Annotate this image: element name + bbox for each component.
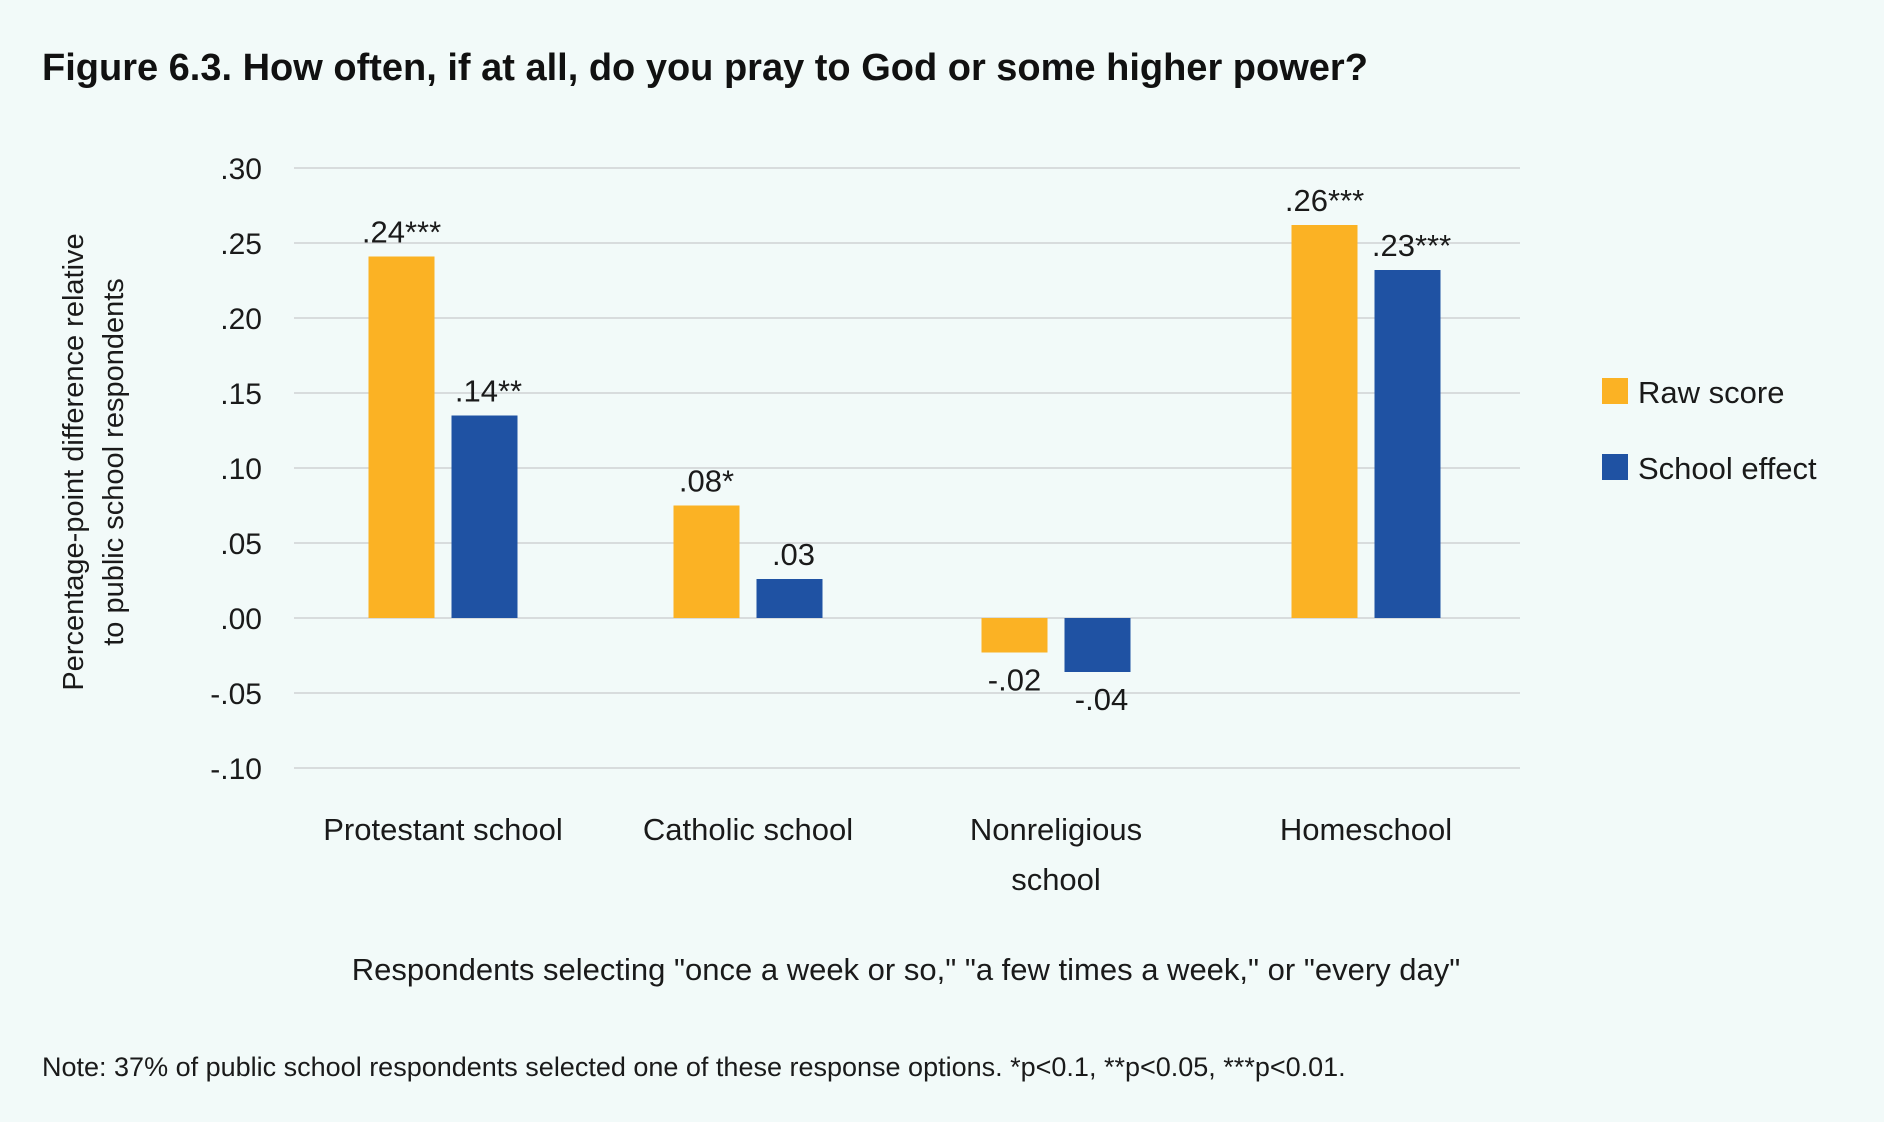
y-tick-label: .00 [220,603,262,636]
bar-school-effect [1374,270,1441,618]
y-tick-label: .30 [220,153,262,186]
category-label: school [1011,862,1101,897]
bar-raw-score [673,505,740,618]
y-tick-label: -.10 [210,753,262,786]
data-label: -.02 [988,663,1041,698]
y-tick-label: .05 [220,528,262,561]
data-label: .08* [679,464,734,499]
data-label: .24*** [362,215,441,250]
chart-title: Figure 6.3. How often, if at all, do you… [42,47,1368,89]
bar-school-effect [451,415,518,618]
legend-label: School effect [1638,451,1817,486]
y-tick-label: .15 [220,378,262,411]
bar-school-effect [1064,618,1131,672]
y-tick-label: .10 [220,453,262,486]
bar-school-effect [756,579,823,618]
data-label: -.04 [1075,682,1128,717]
y-tick-label: .25 [220,228,262,261]
legend-swatch [1602,378,1628,404]
category-label: Nonreligious [970,812,1142,847]
chart-note: Note: 37% of public school respondents s… [42,1052,1346,1082]
y-tick-label: -.05 [210,678,262,711]
data-label: .23*** [1372,228,1451,263]
bar-raw-score [1291,225,1358,618]
bar-raw-score [368,256,435,618]
category-label: Catholic school [643,812,853,847]
y-tick-label: .20 [220,303,262,336]
x-axis-label: Respondents selecting "once a week or so… [352,952,1461,987]
category-label: Protestant school [323,812,563,847]
y-axis-label-line-2: to public school respondents [98,278,130,646]
data-label: .26*** [1285,183,1364,218]
data-label: .03 [772,537,815,572]
y-axis-label-line-1: Percentage-point difference relative [58,233,90,690]
category-label: Homeschool [1280,812,1452,847]
legend-swatch [1602,454,1628,480]
legend-label: Raw score [1638,375,1784,410]
data-label: .14** [455,374,522,409]
bar-raw-score [981,618,1048,653]
